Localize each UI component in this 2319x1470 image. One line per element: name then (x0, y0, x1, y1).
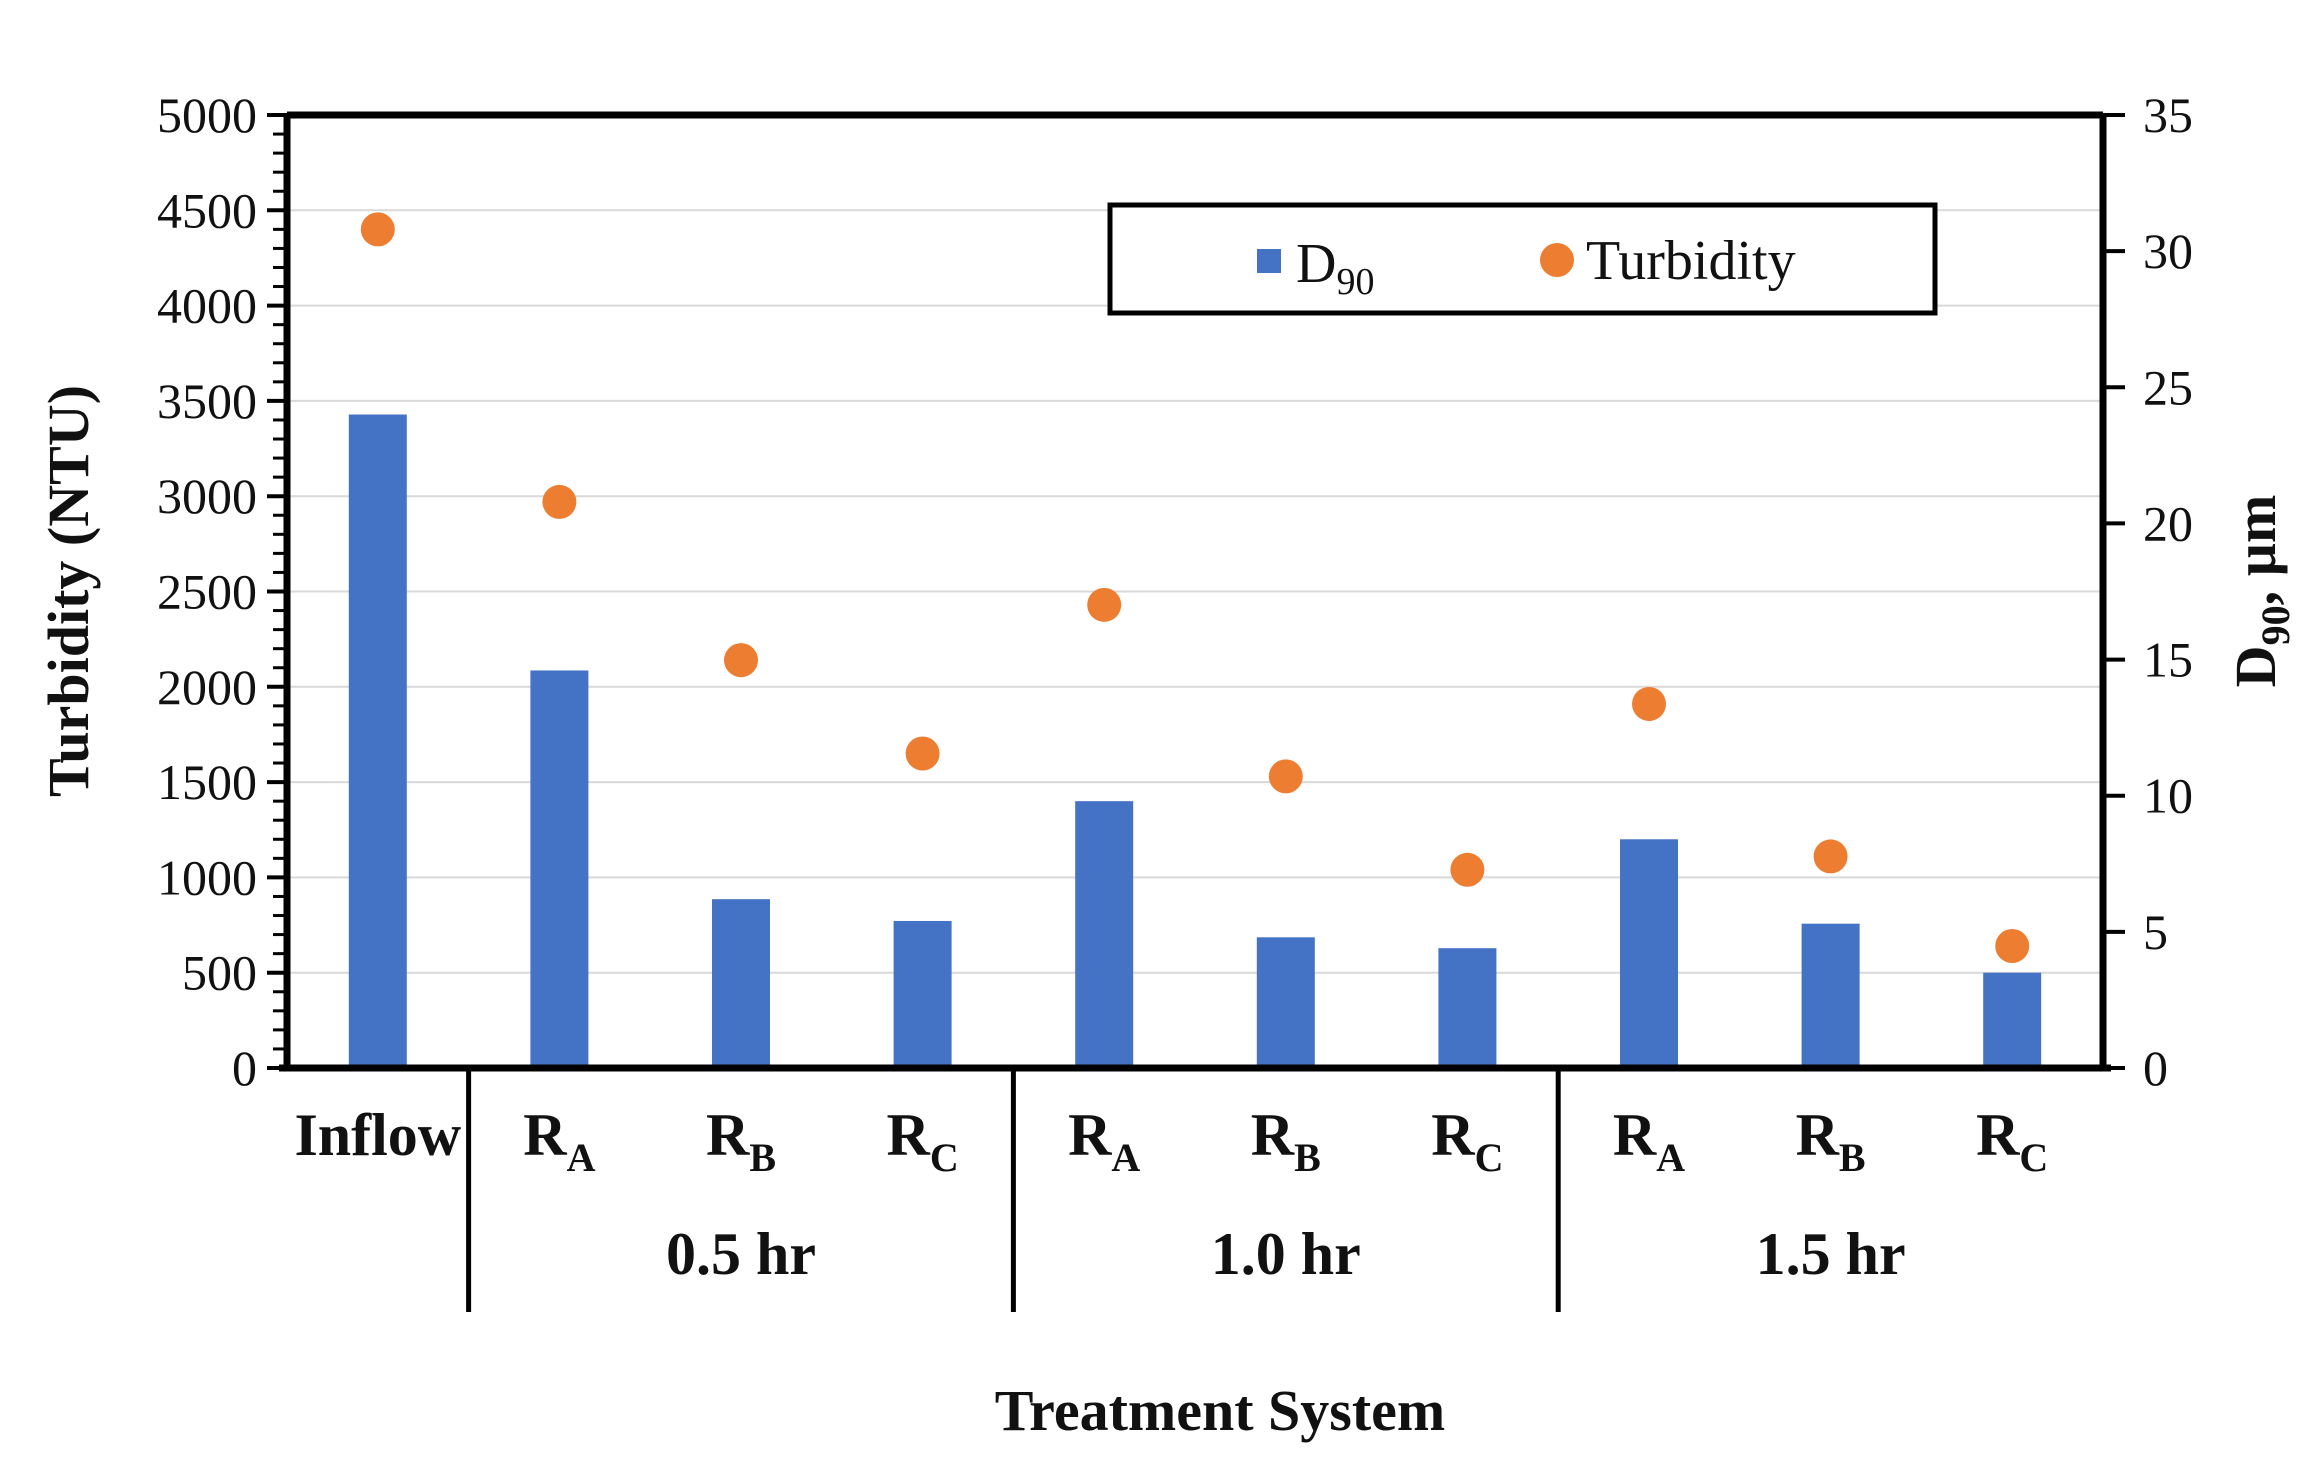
category-label: RC (1431, 1102, 1503, 1180)
left-tick-label: 2000 (157, 659, 257, 715)
turbidity-point (724, 643, 758, 678)
category-label: RB (1251, 1102, 1321, 1180)
bar (1075, 801, 1134, 1068)
turbidity-point (1995, 929, 2030, 964)
category-label: RB (706, 1102, 776, 1180)
left-tick-label: 4500 (157, 182, 257, 238)
bar (1620, 839, 1678, 1068)
bar (1801, 923, 1860, 1068)
category-label: RC (886, 1102, 958, 1180)
group-label: 1.0 hr (1211, 1221, 1361, 1287)
left-tick-label: 2500 (157, 564, 257, 620)
right-tick-label: 35 (2143, 87, 2193, 143)
bar (348, 414, 407, 1068)
left-tick-label: 1500 (157, 754, 257, 810)
turbidity-point (1450, 852, 1485, 887)
bar (1438, 948, 1497, 1068)
turbidity-point (905, 736, 940, 771)
legend-turbidity-label: Turbidity (1586, 230, 1796, 292)
group-label: 0.5 hr (666, 1221, 816, 1287)
turbidity-point (1087, 587, 1122, 622)
left-tick-label: 5000 (157, 87, 257, 143)
right-tick-label: 30 (2143, 223, 2193, 279)
turbidity-point (1268, 759, 1303, 794)
left-tick-label: 3000 (157, 468, 257, 524)
left-tick-label: 3500 (157, 373, 257, 429)
legend-box (1107, 202, 1938, 316)
left-tick-label: 0 (232, 1040, 257, 1096)
right-tick-label: 20 (2143, 495, 2193, 551)
right-tick-label: 5 (2143, 904, 2168, 960)
category-label: Inflow (294, 1102, 461, 1168)
turbidity-point (1813, 839, 1848, 874)
category-label: RA (1068, 1102, 1140, 1180)
right-tick-label: 15 (2143, 632, 2193, 688)
bar (530, 670, 589, 1068)
right-tick-label: 10 (2143, 768, 2193, 824)
category-label: RC (1976, 1102, 2048, 1180)
left-tick-label: 500 (182, 945, 257, 1001)
left-axis-title: Turbidity (NTU) (36, 385, 101, 797)
right-axis-title: D90, µm (2223, 495, 2298, 688)
left-tick-label: 4000 (157, 278, 257, 334)
bar (712, 899, 770, 1068)
category-label: RA (523, 1102, 595, 1180)
legend-d90-label: D90 (1296, 233, 1374, 303)
right-tick-label: 0 (2143, 1040, 2168, 1096)
category-label: RA (1613, 1102, 1685, 1180)
legend-point-swatch (1540, 243, 1574, 277)
bar (1983, 972, 2042, 1068)
turbidity-point (542, 484, 577, 519)
bar (1256, 937, 1315, 1068)
right-tick-label: 25 (2143, 359, 2193, 415)
turbidity-point (1632, 686, 1666, 721)
legend-bar-swatch (1257, 249, 1281, 273)
bar (893, 920, 952, 1068)
x-axis-title: Treatment System (995, 1378, 1445, 1443)
turbidity-point (360, 212, 395, 247)
category-label: RB (1796, 1102, 1866, 1180)
group-label: 1.5 hr (1756, 1221, 1906, 1287)
left-tick-label: 1000 (157, 849, 257, 905)
